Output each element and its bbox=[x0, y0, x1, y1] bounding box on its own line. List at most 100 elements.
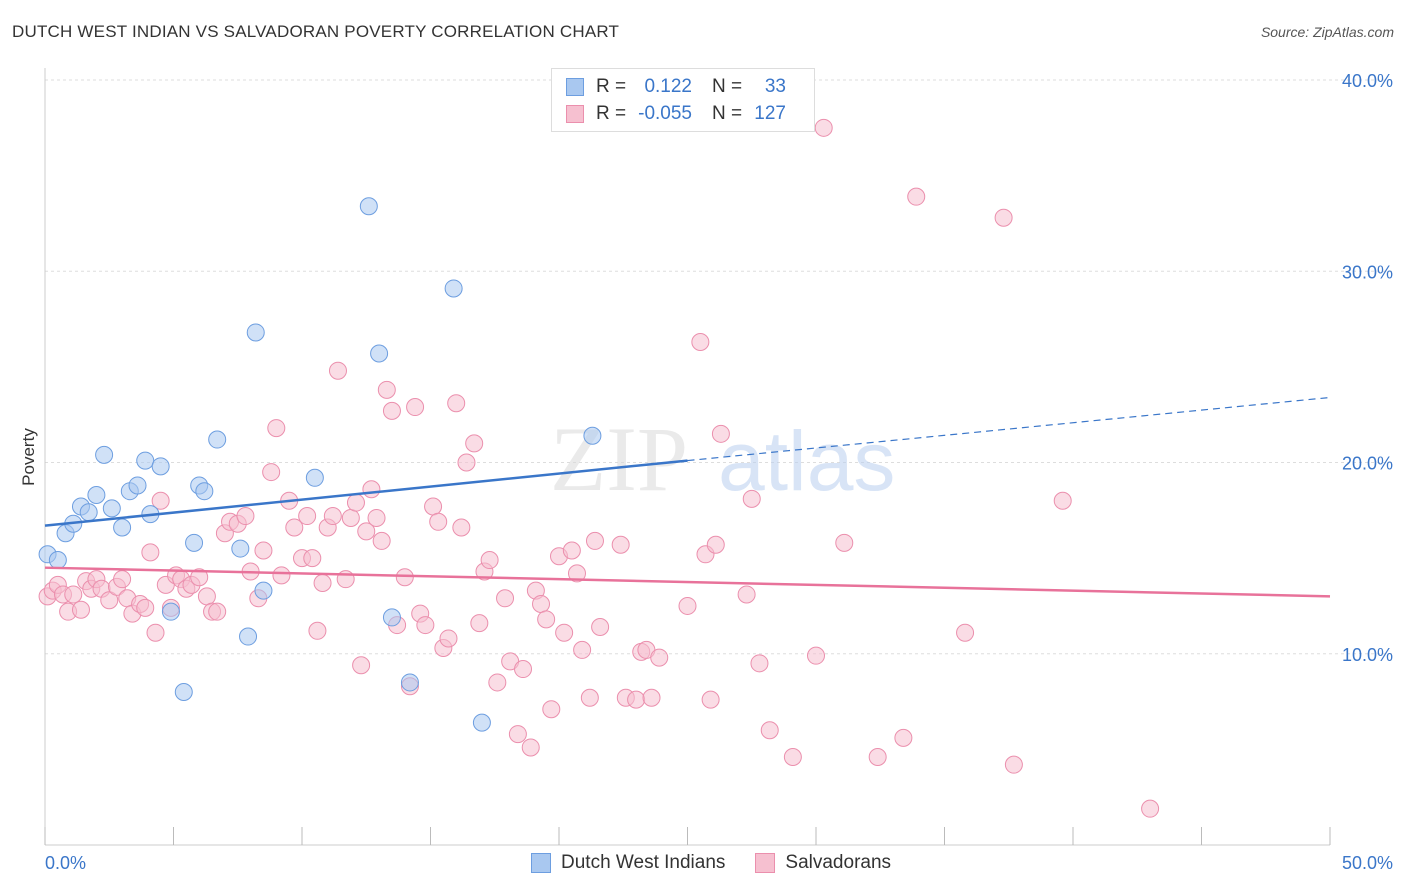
dutch-west-indians-point bbox=[239, 627, 258, 646]
salvadorans-point bbox=[894, 728, 913, 747]
salvadorans-point bbox=[362, 480, 381, 499]
salvadorans-point bbox=[298, 507, 317, 526]
salvadorans-point bbox=[346, 493, 365, 512]
dutch-west-indians-point bbox=[113, 518, 132, 537]
dutch-west-indians-point bbox=[185, 533, 204, 552]
dutch-west-indians-point bbox=[95, 445, 114, 464]
r-label: R = bbox=[596, 76, 627, 97]
salvadorans-point bbox=[285, 518, 304, 537]
salvadorans-point bbox=[146, 623, 165, 642]
salvadorans-point bbox=[691, 333, 710, 352]
watermark-zip: ZIP bbox=[550, 408, 688, 510]
salvadorans-point bbox=[580, 688, 599, 707]
salvadorans-point bbox=[760, 721, 779, 740]
dutch-west-indians-point bbox=[208, 430, 227, 449]
salvadorans-point bbox=[377, 380, 396, 399]
salvadorans-point bbox=[701, 690, 720, 709]
dutch-west-indians-point bbox=[231, 539, 250, 558]
salvadorans-point bbox=[514, 660, 533, 679]
legend-item-dutch-west-indians[interactable]: Dutch West Indians bbox=[531, 852, 725, 874]
salvadorans-point bbox=[439, 629, 458, 648]
salvadorans-point bbox=[141, 543, 160, 562]
salvadorans-point bbox=[372, 531, 391, 550]
r-label: R = bbox=[596, 103, 627, 124]
dutch-west-indians-point bbox=[444, 279, 463, 298]
x-tick-label: 0.0% bbox=[45, 853, 86, 873]
dutch-west-indians-point bbox=[472, 713, 491, 732]
salvadorans-point bbox=[352, 656, 371, 675]
salvadorans-point bbox=[994, 208, 1013, 227]
salvadorans-point bbox=[807, 646, 825, 665]
salvadorans-point bbox=[1004, 755, 1023, 774]
y-axis-label: Poverty bbox=[19, 428, 38, 486]
correlation-legend: R = 0.122 N = 33 R = -0.055 N = 127 bbox=[551, 68, 815, 132]
blue-swatch bbox=[531, 853, 551, 873]
salvadorans-point bbox=[711, 424, 730, 443]
dutch-west-indians-point bbox=[48, 551, 67, 570]
salvadorans-point bbox=[313, 573, 332, 592]
salvadorans-point bbox=[814, 118, 833, 137]
x-tick-label: 50.0% bbox=[1342, 853, 1393, 873]
salvadorans-point bbox=[585, 531, 604, 550]
dutch-west-indians-point bbox=[128, 476, 147, 495]
salvadorans-point bbox=[136, 598, 155, 617]
dutch-west-indians-point bbox=[305, 468, 324, 487]
salvadorans-point bbox=[555, 623, 574, 642]
salvadorans-point bbox=[742, 489, 761, 508]
salvadorans-point bbox=[308, 621, 327, 640]
salvadorans-point bbox=[71, 600, 90, 619]
salvadorans-point bbox=[737, 585, 756, 604]
salvadorans-point bbox=[1053, 491, 1072, 510]
salvadorans-point bbox=[151, 491, 170, 510]
salvadorans-point bbox=[416, 616, 435, 635]
salvadorans-point bbox=[323, 507, 342, 526]
salvadorans-point bbox=[470, 614, 489, 633]
r-value: 0.122 bbox=[644, 76, 692, 97]
salvadorans-trend-line bbox=[44, 566, 1331, 598]
salvadorans-point bbox=[452, 518, 471, 537]
salvadorans-point bbox=[907, 187, 926, 206]
n-label: N = bbox=[712, 103, 743, 124]
salvadorans-point bbox=[706, 535, 725, 554]
r-value: -0.055 bbox=[638, 103, 692, 124]
salvadorans-point bbox=[357, 522, 376, 541]
legend-item-salvadorans[interactable]: Salvadorans bbox=[755, 852, 891, 874]
dutch-west-indians-point bbox=[400, 673, 419, 692]
salvadorans-point bbox=[532, 595, 551, 614]
salvadorans-point bbox=[567, 564, 586, 583]
salvadorans-point bbox=[208, 602, 227, 621]
salvadorans-point bbox=[678, 596, 697, 615]
dutch-west-indians-point bbox=[583, 426, 602, 445]
salvadorans-point bbox=[642, 688, 661, 707]
dutch-west-indians-point bbox=[359, 197, 378, 216]
pink-swatch bbox=[566, 105, 584, 123]
trend-lines bbox=[44, 396, 1331, 598]
salvadorans-point bbox=[591, 617, 610, 636]
salvadorans-point bbox=[190, 568, 209, 587]
salvadorans-point bbox=[64, 585, 83, 604]
dutch-west-indians-point bbox=[195, 482, 214, 501]
dutch-west-indians-point bbox=[87, 486, 106, 505]
dutch-west-indians-point bbox=[136, 451, 155, 470]
dutch-west-indians-point bbox=[151, 457, 170, 476]
salvadorans-point bbox=[328, 361, 347, 380]
series-legend: Dutch West Indians Salvadorans bbox=[531, 852, 921, 874]
legend-label: Salvadorans bbox=[785, 852, 892, 873]
salvadorans-point bbox=[783, 748, 802, 767]
axis-labels: 10.0% 20.0% 30.0% 40.0% 0.0% 50.0% Poverty bbox=[19, 71, 1393, 873]
salvadorans-point bbox=[1141, 799, 1160, 818]
y-tick-label: 20.0% bbox=[1342, 454, 1393, 474]
salvadorans-point bbox=[113, 570, 132, 589]
salvadorans-point bbox=[236, 507, 255, 526]
salvadorans-point bbox=[197, 587, 216, 606]
salvadorans-point bbox=[508, 725, 527, 744]
dutch-west-indians-point bbox=[79, 503, 98, 522]
y-tick-label: 10.0% bbox=[1342, 645, 1393, 665]
salvadorans-point bbox=[562, 541, 581, 560]
salvadorans-point bbox=[611, 535, 630, 554]
y-tick-label: 40.0% bbox=[1342, 71, 1393, 91]
chart-title: DUTCH WEST INDIAN VS SALVADORAN POVERTY … bbox=[12, 22, 620, 41]
salvadorans-point bbox=[650, 648, 669, 667]
salvadorans-point bbox=[496, 589, 515, 608]
